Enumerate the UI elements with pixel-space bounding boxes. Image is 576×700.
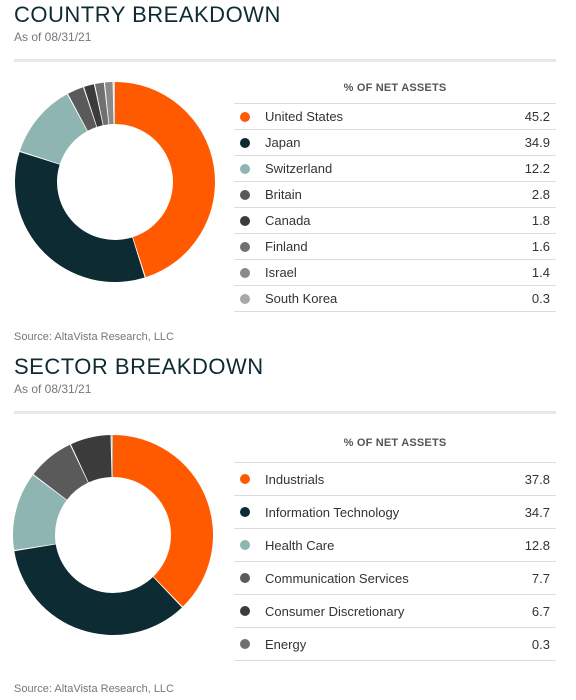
sector-table: Industrials 37.8 Information Technology 34.… xyxy=(234,462,556,661)
sector-slice-consumer-discretionary xyxy=(70,435,112,483)
row-value: 0.3 xyxy=(531,636,550,652)
row-value: 7.7 xyxy=(531,570,550,586)
legend-dot-icon xyxy=(240,189,250,200)
country-divider xyxy=(14,59,556,62)
row-value: 6.7 xyxy=(531,603,550,619)
country-slice-israel xyxy=(104,82,114,125)
country-as-of-date: As of 08/31/21 xyxy=(14,30,92,44)
sector-slice-information-technology xyxy=(14,544,182,635)
country-source-note: Source: AltaVista Research, LLC xyxy=(14,331,174,343)
legend-dot-icon xyxy=(240,474,250,484)
legend-dot-icon xyxy=(240,639,250,649)
table-row: United States 45.2 xyxy=(234,103,556,130)
sector-slice-communication-services xyxy=(33,444,88,500)
row-value: 1.4 xyxy=(531,265,550,280)
country-slice-switzerland xyxy=(19,94,88,164)
row-label: Britain xyxy=(265,187,302,202)
row-label: Switzerland xyxy=(265,161,333,176)
row-value: 34.7 xyxy=(524,504,550,520)
row-value: 45.2 xyxy=(524,109,550,124)
country-section-title: COUNTRY BREAKDOWN xyxy=(14,2,281,27)
table-row: Israel 1.4 xyxy=(234,260,556,286)
row-label: Consumer Discretionary xyxy=(265,603,405,619)
row-value: 2.8 xyxy=(531,187,550,202)
sector-slice-health-care xyxy=(13,475,67,551)
legend-dot-icon xyxy=(240,293,250,304)
table-row: Energy 0.3 xyxy=(234,628,556,661)
country-slice-canada xyxy=(84,84,103,127)
legend-dot-icon xyxy=(240,215,250,226)
legend-dot-icon xyxy=(240,111,250,122)
country-donut-chart xyxy=(15,82,215,282)
sector-table-header: % OF NET ASSETS xyxy=(343,437,447,449)
table-row: Health Care 12.8 xyxy=(234,529,556,562)
row-value: 1.6 xyxy=(531,239,550,254)
country-table-header: % OF NET ASSETS xyxy=(343,82,447,94)
country-breakdown-section: COUNTRY BREAKDOWN As of 08/31/21 % OF NE… xyxy=(14,2,556,343)
row-value: 12.2 xyxy=(524,161,550,176)
row-value: 0.3 xyxy=(531,291,550,306)
legend-dot-icon xyxy=(240,267,250,278)
table-row: Industrials 37.8 xyxy=(234,462,556,496)
country-slice-finland xyxy=(95,82,109,126)
sector-source-note: Source: AltaVista Research, LLC xyxy=(14,683,174,695)
row-label: United States xyxy=(265,109,344,124)
row-label: Israel xyxy=(265,265,297,280)
sector-slice-industrials xyxy=(113,435,213,607)
sector-as-of-date: As of 08/31/21 xyxy=(14,382,92,396)
row-label: Energy xyxy=(265,636,307,652)
sector-section-title: SECTOR BREAKDOWN xyxy=(14,354,264,379)
legend-dot-icon xyxy=(240,241,250,252)
row-label: Communication Services xyxy=(265,570,409,586)
country-slice-britain xyxy=(67,87,97,131)
table-row: Switzerland 12.2 xyxy=(234,156,556,182)
row-label: Industrials xyxy=(265,471,325,487)
legend-dot-icon xyxy=(240,573,250,583)
table-row: Canada 1.8 xyxy=(234,208,556,234)
table-row: Britain 2.8 xyxy=(234,182,556,208)
row-label: South Korea xyxy=(265,291,338,306)
row-label: Canada xyxy=(265,213,311,228)
sector-divider xyxy=(14,411,556,414)
row-label: Health Care xyxy=(265,537,335,553)
row-label: Finland xyxy=(265,239,308,254)
row-label: Information Technology xyxy=(265,504,400,520)
legend-dot-icon xyxy=(240,137,250,148)
row-label: Japan xyxy=(265,135,301,150)
country-slice-south-korea xyxy=(113,82,115,125)
legend-dot-icon xyxy=(240,540,250,550)
sector-slice-energy xyxy=(111,435,113,478)
legend-dot-icon xyxy=(240,163,250,174)
row-value: 12.8 xyxy=(524,537,550,553)
row-value: 37.8 xyxy=(524,471,550,487)
country-table: United States 45.2 Japan 34.9 Switzerland 12.… xyxy=(234,103,556,312)
table-row: South Korea 0.3 xyxy=(234,286,556,312)
sector-donut-chart xyxy=(13,435,213,635)
table-row: Information Technology 34.7 xyxy=(234,496,556,529)
table-row: Consumer Discretionary 6.7 xyxy=(234,595,556,628)
legend-dot-icon xyxy=(240,507,250,517)
row-value: 34.9 xyxy=(524,135,550,150)
country-slice-united-states xyxy=(115,82,215,278)
table-row: Japan 34.9 xyxy=(234,130,556,156)
legend-dot-icon xyxy=(240,606,250,616)
table-row: Finland 1.6 xyxy=(234,234,556,260)
table-row: Communication Services 7.7 xyxy=(234,562,556,595)
row-value: 1.8 xyxy=(531,213,550,228)
country-slice-japan xyxy=(15,152,145,282)
